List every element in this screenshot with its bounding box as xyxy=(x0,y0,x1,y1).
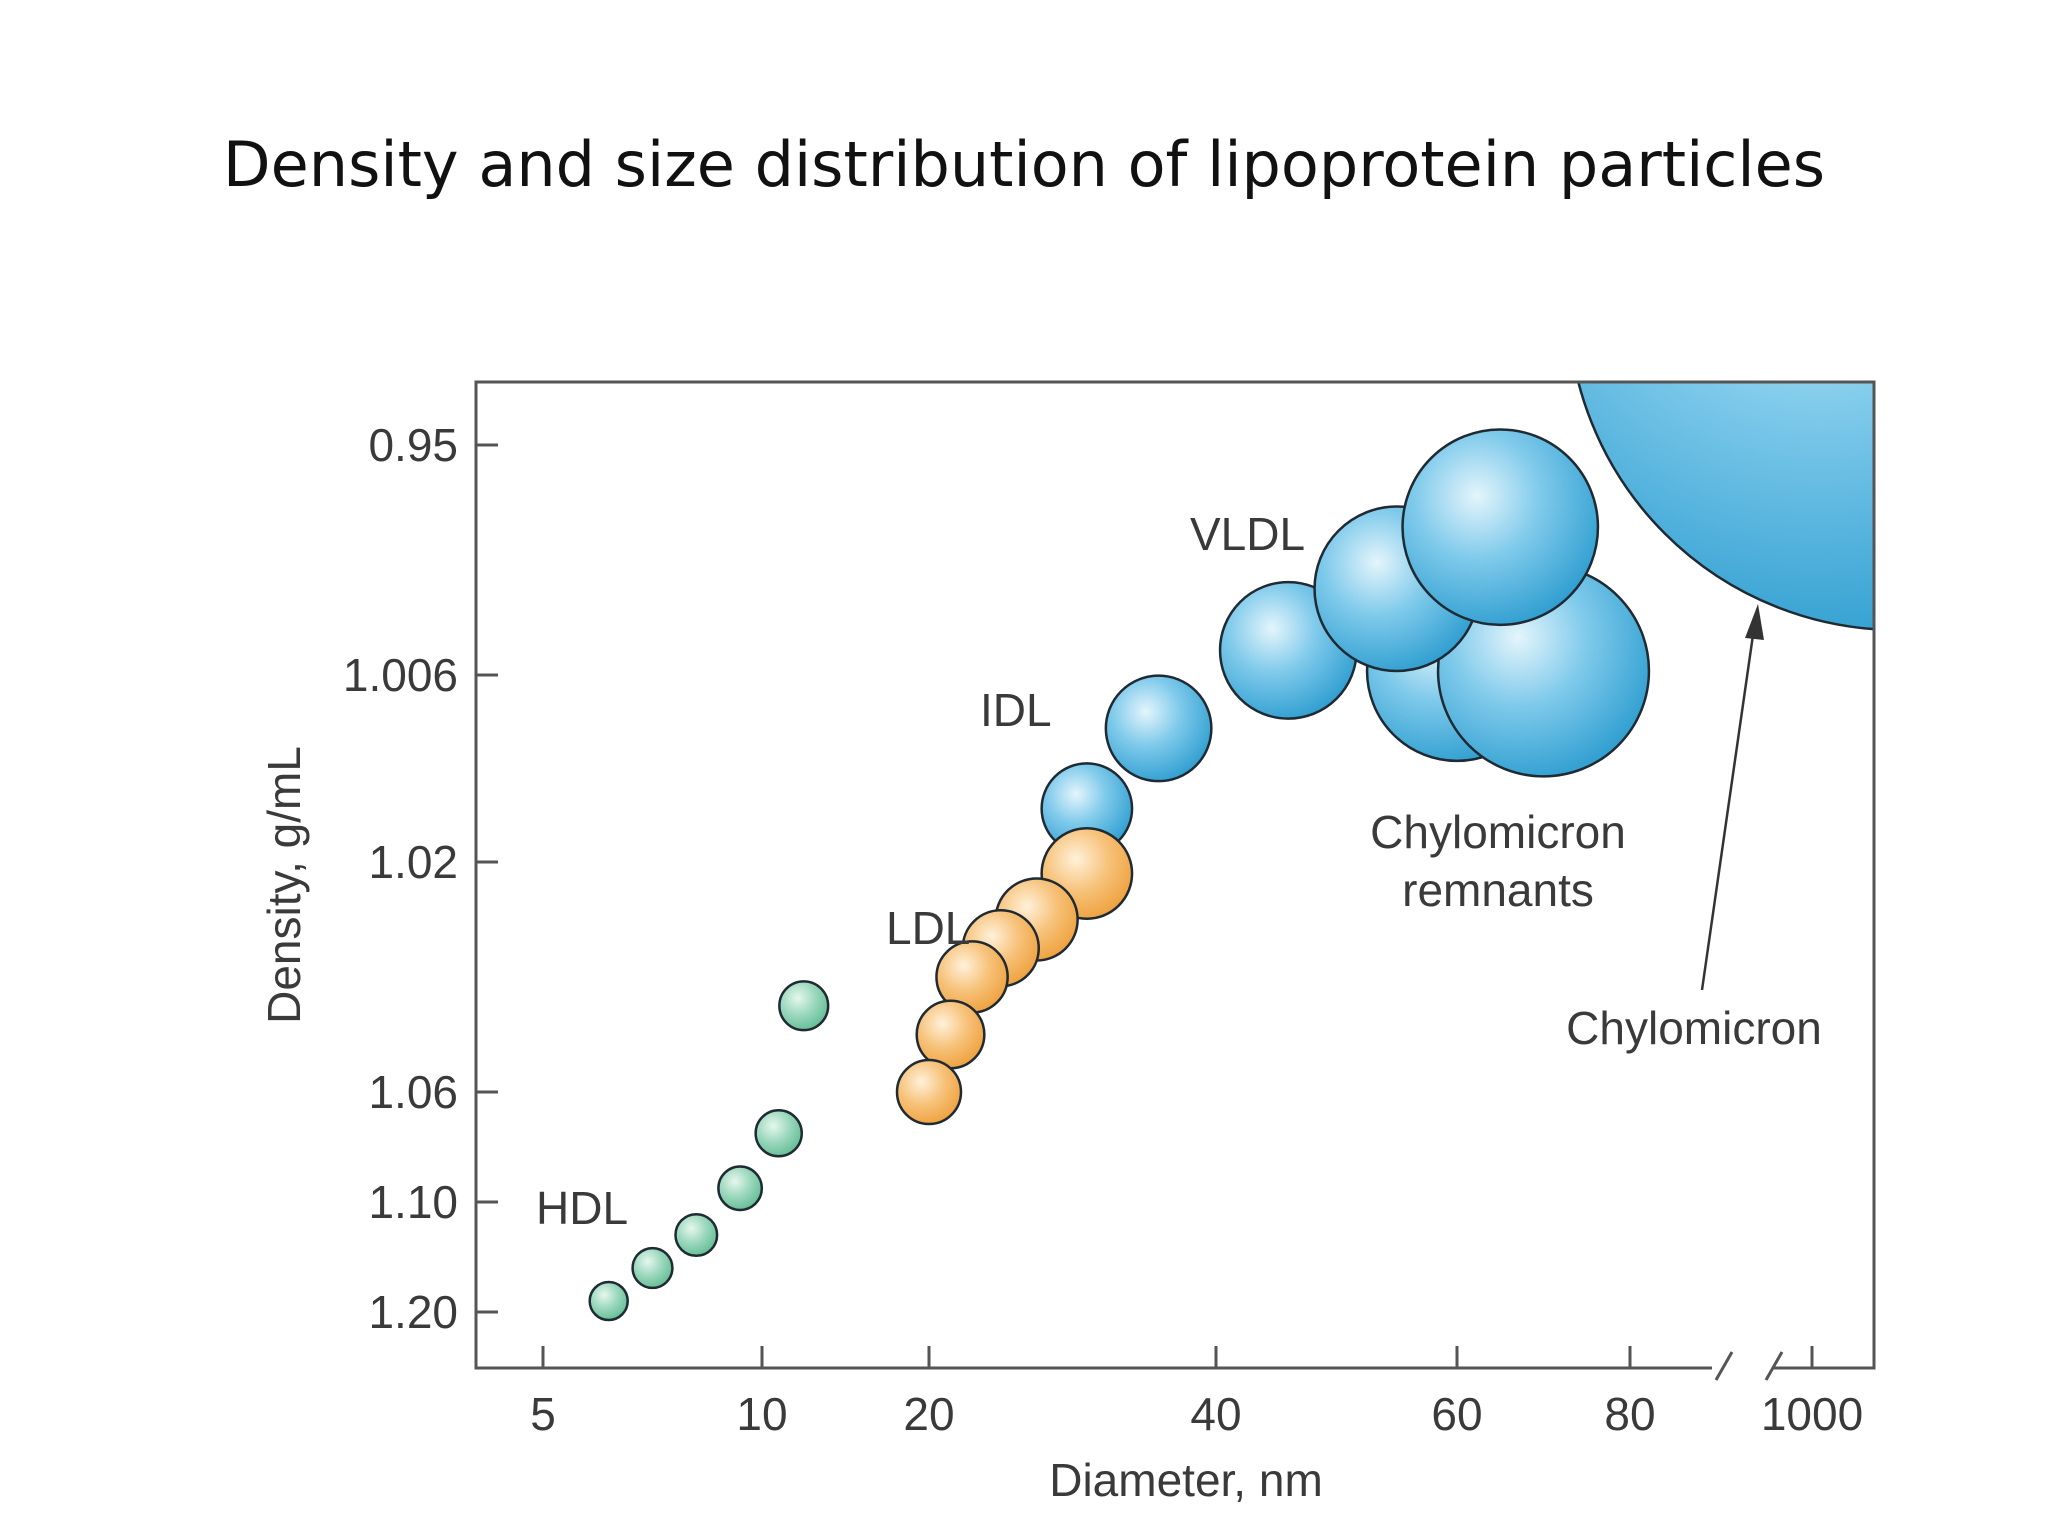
y-tick-label: 1.006 xyxy=(343,649,458,701)
y-tick-label: 0.95 xyxy=(368,419,458,471)
x-tick-label: 20 xyxy=(903,1388,954,1440)
y-tick-label: 1.02 xyxy=(368,836,458,888)
remnants-label-line2: remnants xyxy=(1402,864,1594,916)
y-tick-label: 1.20 xyxy=(368,1286,458,1338)
axis-break xyxy=(1712,1351,1784,1381)
idl-label: IDL xyxy=(980,684,1052,736)
slide-title: Density and size distribution of lipopro… xyxy=(222,128,1826,201)
chylomicron-particle xyxy=(1577,382,1874,631)
ldl-particle xyxy=(915,999,986,1070)
vldl-label: VLDL xyxy=(1190,508,1305,560)
chylomicron-arrow xyxy=(1700,604,1764,991)
y-axis-ticks: 0.95 1.006 1.02 1.06 1.10 1.20 xyxy=(343,419,498,1338)
hdl-label: HDL xyxy=(536,1182,628,1234)
x-tick-label: 1000 xyxy=(1761,1388,1863,1440)
hdl-particle xyxy=(631,1246,674,1290)
hdl-particle xyxy=(674,1212,719,1258)
hdl-particle xyxy=(754,1108,804,1158)
x-tick-label: 5 xyxy=(530,1388,556,1440)
ldl-label: LDL xyxy=(886,902,970,954)
vldl-particle xyxy=(1401,428,1600,627)
y-tick-label: 1.06 xyxy=(368,1066,458,1118)
x-axis-title: Diameter, nm xyxy=(1049,1454,1323,1506)
x-tick-label: 10 xyxy=(736,1388,787,1440)
y-axis-title: Density, g/mL xyxy=(258,746,310,1024)
plot-frame xyxy=(474,380,1876,1370)
idl-particle xyxy=(1104,674,1213,783)
y-tick-label: 1.10 xyxy=(368,1176,458,1228)
remnants-label-line1: Chylomicron xyxy=(1370,806,1626,858)
chylomicron-label: Chylomicron xyxy=(1566,1002,1822,1054)
ldl-particle xyxy=(895,1058,963,1126)
x-tick-label: 40 xyxy=(1190,1388,1241,1440)
particle-layer xyxy=(588,382,1874,1322)
x-axis-ticks: 5 10 20 40 60 80 1000 xyxy=(530,1346,1863,1440)
hdl-particle xyxy=(717,1165,764,1212)
hdl-particle xyxy=(588,1280,629,1322)
x-tick-label: 60 xyxy=(1431,1388,1482,1440)
hdl-particle xyxy=(778,980,830,1032)
x-tick-label: 80 xyxy=(1604,1388,1655,1440)
